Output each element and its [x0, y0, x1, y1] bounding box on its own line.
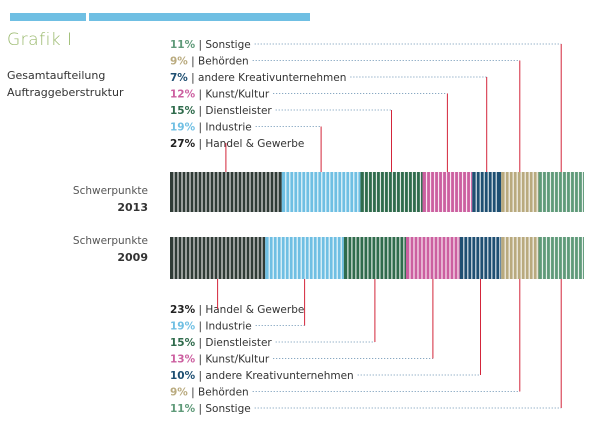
bar-segment-2009-2	[343, 237, 406, 279]
data-label-2009-2: 15% | Dienstleister	[170, 337, 272, 349]
bar-segment-2009-4	[459, 237, 502, 279]
bar-segment-2013-1	[281, 172, 361, 212]
bar-segment-2013-2	[360, 172, 423, 212]
data-label-2009-1: 19% | Industrie	[170, 321, 252, 333]
data-label-2013-6: 11% | Sonstige	[170, 39, 251, 51]
data-label-2013-5: 9% | Behörden	[170, 56, 249, 68]
data-label-2009-6: 11% | Sonstige	[170, 403, 251, 415]
chart-title: Grafik I	[7, 30, 73, 50]
data-label-2009-3: 13% | Kunst/Kultur	[170, 354, 270, 366]
data-label-2013-1: 19% | Industrie	[170, 122, 252, 134]
chart-subtitle-line2: Auftraggeberstruktur	[7, 86, 124, 99]
row-label-2013: Schwerpunkte	[72, 185, 148, 197]
data-label-2013-0: 27% | Handel & Gewerbe	[170, 138, 304, 150]
chart-subtitle-line1: Gesamtaufteilung	[7, 69, 106, 82]
row-year-2009: 2009	[117, 251, 148, 264]
bar-segment-2009-1	[265, 237, 344, 279]
data-label-2013-3: 12% | Kunst/Kultur	[170, 89, 270, 101]
row-label-2009: Schwerpunkte	[72, 235, 148, 247]
data-label-2009-4: 10% | andere Kreativunternehmen	[170, 370, 354, 382]
data-label-2009-5: 9% | Behörden	[170, 387, 249, 399]
bar-segment-2013-6	[538, 172, 584, 212]
data-label-2013-2: 15% | Dienstleister	[170, 105, 272, 117]
bar-segment-2009-5	[501, 237, 539, 279]
header-bar-right	[89, 13, 310, 21]
row-year-2013: 2013	[117, 201, 148, 214]
bar-segment-2013-5	[501, 172, 539, 212]
header-bar-left	[10, 13, 86, 21]
bar-segment-2009-6	[538, 237, 584, 279]
data-label-2013-4: 7% | andere Kreativunternehmen	[170, 72, 346, 84]
data-label-2009-0: 23% | Handel & Gewerbe	[170, 304, 304, 316]
bar-segment-2009-3	[405, 237, 460, 279]
